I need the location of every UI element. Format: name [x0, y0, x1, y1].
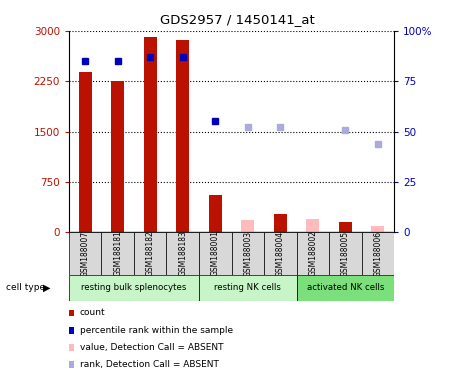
Bar [339, 222, 352, 232]
Text: GSM188004: GSM188004 [276, 230, 285, 276]
Text: ▶: ▶ [43, 283, 50, 293]
Text: value, Detection Call = ABSENT: value, Detection Call = ABSENT [80, 343, 223, 352]
Text: count: count [80, 308, 105, 318]
Bar [329, 232, 362, 275]
Bar [102, 232, 134, 275]
Bar [371, 226, 384, 232]
Bar [232, 232, 264, 275]
Text: GSM188181: GSM188181 [113, 230, 122, 276]
Bar [167, 232, 199, 275]
Bar [176, 40, 189, 232]
Text: GSM188007: GSM188007 [81, 230, 90, 276]
Text: resting NK cells: resting NK cells [214, 283, 281, 293]
Bar [111, 81, 124, 232]
Bar [209, 195, 222, 232]
Bar [79, 72, 92, 232]
Text: GSM188001: GSM188001 [211, 230, 220, 276]
Text: cell type: cell type [6, 283, 45, 293]
Text: GSM188183: GSM188183 [178, 230, 187, 276]
Bar [144, 37, 157, 232]
Bar [296, 232, 329, 275]
Bar [69, 275, 199, 301]
Bar [362, 232, 394, 275]
Text: rank, Detection Call = ABSENT: rank, Detection Call = ABSENT [80, 360, 219, 369]
Bar [241, 220, 254, 232]
Text: percentile rank within the sample: percentile rank within the sample [80, 326, 233, 335]
Text: activated NK cells: activated NK cells [307, 283, 384, 293]
Bar [274, 214, 287, 232]
Bar [264, 232, 296, 275]
Text: resting bulk splenocytes: resting bulk splenocytes [81, 283, 187, 293]
Bar [296, 275, 394, 301]
Bar [199, 232, 232, 275]
Bar [134, 232, 167, 275]
Bar [69, 232, 102, 275]
Text: GSM188002: GSM188002 [308, 230, 317, 276]
Text: GSM188005: GSM188005 [341, 230, 350, 276]
Bar [199, 275, 296, 301]
Text: GSM188003: GSM188003 [243, 230, 252, 276]
Text: GSM188182: GSM188182 [146, 230, 155, 276]
Text: GDS2957 / 1450141_at: GDS2957 / 1450141_at [160, 13, 315, 26]
Bar [306, 219, 319, 232]
Text: GSM188006: GSM188006 [373, 230, 382, 276]
